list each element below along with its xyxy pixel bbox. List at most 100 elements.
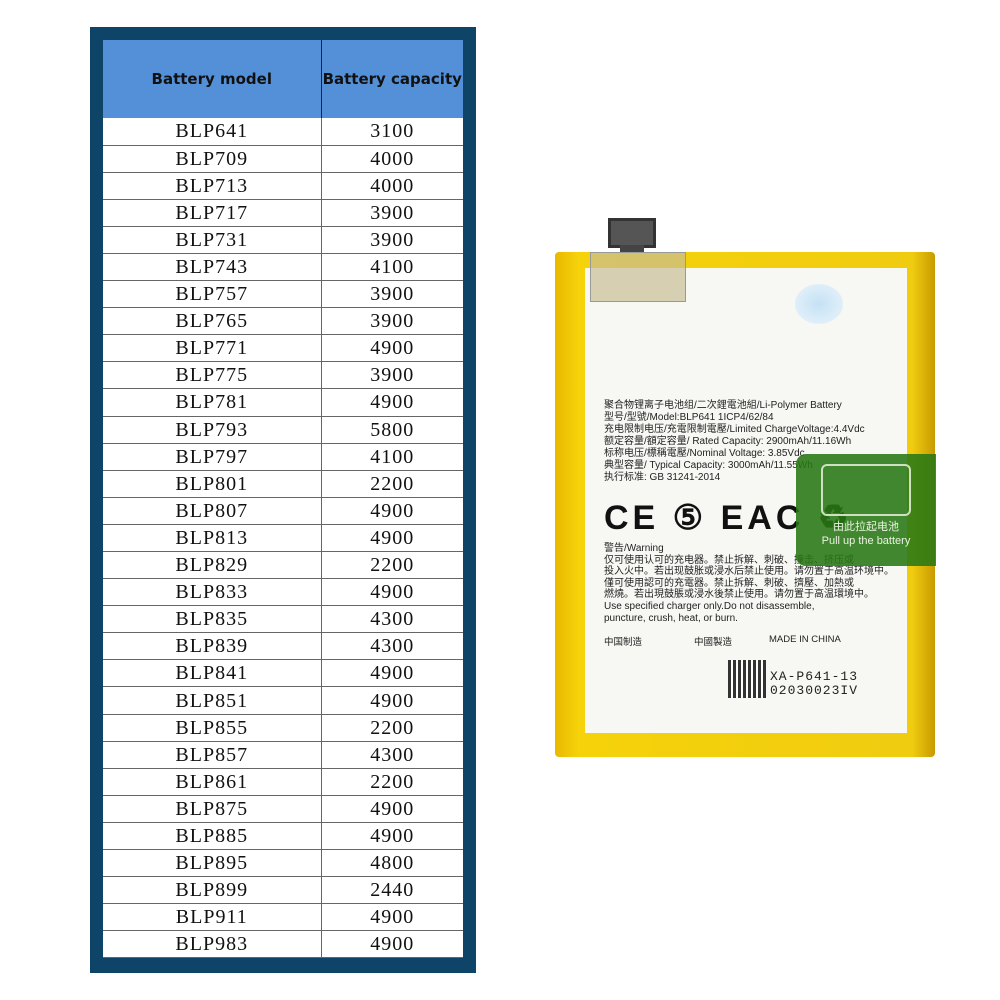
table-row: BLP765 3900: [103, 307, 463, 336]
battery-capacity-cell: 3900: [321, 226, 463, 254]
table-row: BLP855 2200: [103, 714, 463, 742]
battery-capacity-cell: 4900: [321, 903, 463, 932]
battery-model-cell: BLP717: [103, 199, 322, 227]
table-row: BLP743 4100: [103, 253, 463, 282]
battery-capacity-cell: 2200: [321, 714, 463, 742]
battery-connector: [608, 218, 656, 248]
spec-line: 聚合物锂离子电池组/二次鋰電池組/Li-Polymer Battery: [604, 400, 842, 411]
battery-capacity-cell: 4900: [321, 524, 463, 553]
spec-line: 执行标准: GB 31241-2014: [604, 472, 721, 483]
battery-model-cell: BLP731: [103, 226, 322, 254]
brand-logo-icon: [795, 284, 843, 324]
battery-model-cell: BLP835: [103, 605, 322, 634]
battery-capacity-cell: 4900: [321, 930, 463, 959]
table-frame: Battery model Battery capacity BLP641 310…: [90, 27, 476, 973]
made-in-en: MADE IN CHINA: [769, 634, 841, 645]
table-row: BLP851 4900: [103, 686, 463, 715]
table-row: BLP875 4900: [103, 795, 463, 823]
pull-tab-en: Pull up the battery: [821, 535, 911, 547]
battery-capacity-cell: 3900: [321, 361, 463, 390]
table-row: BLP857 4300: [103, 741, 463, 769]
battery-table: Battery model Battery capacity BLP641 310…: [103, 40, 463, 959]
spec-line: 充电限制电压/充電限制電壓/Limited ChargeVoltage:4.4V…: [604, 424, 865, 435]
battery-capacity-cell: 3900: [321, 199, 463, 227]
table-row: BLP801 2200: [103, 470, 463, 498]
battery-model-cell: BLP765: [103, 307, 322, 336]
warning-text: 警告/Warning 仅可使用认可的充电器。禁止拆解、刺破、撞击、挤压或 投入火…: [604, 543, 894, 624]
battery-capacity-cell: 4300: [321, 741, 463, 769]
battery-model-cell: BLP743: [103, 253, 322, 282]
battery-capacity-cell: 2200: [321, 768, 463, 796]
battery-capacity-cell: 4100: [321, 443, 463, 471]
header-battery-model: Battery model: [103, 40, 322, 118]
battery-model-cell: BLP839: [103, 632, 322, 661]
table-row: BLP717 3900: [103, 199, 463, 227]
battery-capacity-cell: 4800: [321, 849, 463, 878]
battery-model-cell: BLP781: [103, 388, 322, 417]
battery-model-cell: BLP709: [103, 145, 322, 173]
battery-capacity-cell: 2440: [321, 876, 463, 905]
battery-model-cell: BLP861: [103, 768, 322, 796]
warning-line: 投入火中。若出现鼓胀或浸水后禁止使用。请勿置于高温环境中。: [604, 566, 894, 578]
battery-capacity-cell: 4900: [321, 686, 463, 715]
battery-model-cell: BLP829: [103, 551, 322, 580]
table-row: BLP911 4900: [103, 903, 463, 932]
pull-battery-icon: [821, 464, 911, 516]
battery-model-cell: BLP851: [103, 686, 322, 715]
battery-capacity-cell: 4100: [321, 253, 463, 282]
battery-model-cell: BLP899: [103, 876, 322, 905]
battery-model-cell: BLP793: [103, 416, 322, 444]
battery-model-cell: BLP713: [103, 172, 322, 200]
warning-line: 燃燒。若出現鼓脹或浸水後禁止使用。请勿置于高温環境中。: [604, 589, 874, 601]
battery-model-cell: BLP875: [103, 795, 322, 823]
table-row: BLP731 3900: [103, 226, 463, 254]
pull-tab: 由此拉起电池 Pull up the battery: [796, 454, 936, 566]
battery-capacity-cell: 4900: [321, 388, 463, 417]
battery-model-cell: BLP885: [103, 822, 322, 851]
warning-line: puncture, crush, heat, or burn.: [604, 612, 738, 624]
table-row: BLP757 3900: [103, 280, 463, 309]
table-row: BLP885 4900: [103, 822, 463, 851]
code-line: 02030023IV: [770, 683, 859, 698]
spec-line: 额定容量/額定容量/ Rated Capacity: 2900mAh/11.16…: [604, 436, 852, 447]
battery-model-cell: BLP895: [103, 849, 322, 878]
battery-capacity-cell: 4900: [321, 334, 463, 363]
battery-model-cell: BLP855: [103, 714, 322, 742]
battery-capacity-cell: 4900: [321, 822, 463, 851]
battery-capacity-cell: 2200: [321, 551, 463, 580]
battery-capacity-cell: 4900: [321, 497, 463, 525]
battery-capacity-cell: 4000: [321, 172, 463, 200]
pull-tab-cn: 由此拉起电池: [833, 521, 899, 533]
spec-line: 典型容量/ Typical Capacity: 3000mAh/11.55Wh: [604, 460, 813, 471]
table-row: BLP983 4900: [103, 930, 463, 959]
header-battery-capacity: Battery capacity: [321, 40, 463, 118]
battery-model-cell: BLP775: [103, 361, 322, 390]
table-row: BLP829 2200: [103, 551, 463, 580]
warning-line: 仅可使用认可的充电器。禁止拆解、刺破、撞击、挤压或: [604, 554, 854, 566]
table-row: BLP839 4300: [103, 632, 463, 661]
table-row: BLP641 3100: [103, 118, 463, 146]
battery-capacity-cell: 4900: [321, 795, 463, 823]
battery-model-cell: BLP757: [103, 280, 322, 309]
battery-model-cell: BLP857: [103, 741, 322, 769]
battery-capacity-cell: 2200: [321, 470, 463, 498]
table-row: BLP797 4100: [103, 443, 463, 471]
table-row: BLP895 4800: [103, 849, 463, 878]
battery-model-cell: BLP807: [103, 497, 322, 525]
battery-spec-label: 聚合物锂离子电池组/二次鋰電池組/Li-Polymer Battery 型号/型…: [604, 400, 904, 484]
made-in-cn: 中国制造: [604, 637, 643, 648]
warning-line: Use specified charger only.Do not disass…: [604, 600, 815, 612]
spec-line: 型号/型號/Model:BLP641 1ICP4/62/84: [604, 412, 774, 423]
battery-capacity-cell: 4900: [321, 578, 463, 607]
table-row: BLP793 5800: [103, 416, 463, 444]
battery-capacity-cell: 4300: [321, 632, 463, 661]
qr-code-icon: [728, 660, 766, 698]
battery-capacity-cell: 4900: [321, 659, 463, 688]
battery-model-cell: BLP841: [103, 659, 322, 688]
battery-capacity-cell: 3900: [321, 280, 463, 309]
battery-model-cell: BLP911: [103, 903, 322, 932]
warning-line: 僅可使用認可的充電器。禁止拆解、刺破、擠壓、加熱或: [604, 577, 854, 589]
spec-line: 标称电压/標稱電壓/Nominal Voltage: 3.85Vdc: [604, 448, 805, 459]
battery-model-cell: BLP771: [103, 334, 322, 363]
table-row: BLP771 4900: [103, 334, 463, 363]
